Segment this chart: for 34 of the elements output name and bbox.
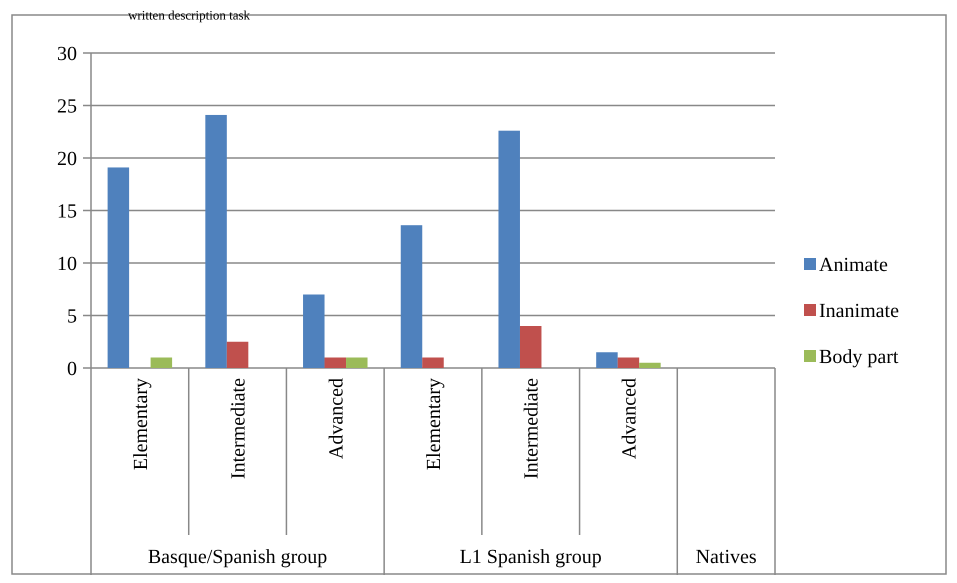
- bar: [498, 130, 520, 368]
- bar: [596, 352, 618, 368]
- bar: [346, 358, 368, 368]
- legend-label: Body part: [819, 346, 899, 368]
- y-tick-label: 25: [57, 96, 77, 118]
- bar: [108, 167, 130, 368]
- y-tick-label: 0: [67, 358, 77, 380]
- bar: [150, 358, 172, 368]
- bar: [400, 225, 422, 368]
- x-tick-label: Elementary: [423, 378, 445, 470]
- bar: [303, 294, 325, 368]
- y-tick-label: 15: [57, 200, 77, 222]
- x-tick-label: Elementary: [130, 378, 152, 470]
- x-tick-label: Intermediate: [520, 378, 543, 480]
- x-tick-label: Advanced: [325, 378, 348, 460]
- bar: [520, 326, 542, 368]
- y-tick-label: 10: [57, 253, 77, 275]
- chart-title: written description task: [128, 8, 251, 23]
- y-tick-label: 5: [67, 306, 77, 328]
- text: Natives: [696, 546, 757, 568]
- y-tick-label: 30: [57, 43, 77, 65]
- bar: [324, 358, 346, 368]
- x-tick-label: Advanced: [618, 378, 640, 460]
- x-tick-label: Intermediate: [228, 378, 250, 480]
- bar: [639, 362, 661, 368]
- legend-label: Inanimate: [819, 300, 900, 322]
- bar: [618, 358, 640, 368]
- text: L1 Spanish group: [460, 546, 602, 568]
- legend-label: Animate: [819, 254, 888, 276]
- text: Basque/Spanish group: [148, 546, 328, 568]
- bar: [422, 358, 444, 368]
- bar: [205, 114, 227, 368]
- y-tick-label: 20: [57, 148, 77, 170]
- bar: [226, 342, 248, 368]
